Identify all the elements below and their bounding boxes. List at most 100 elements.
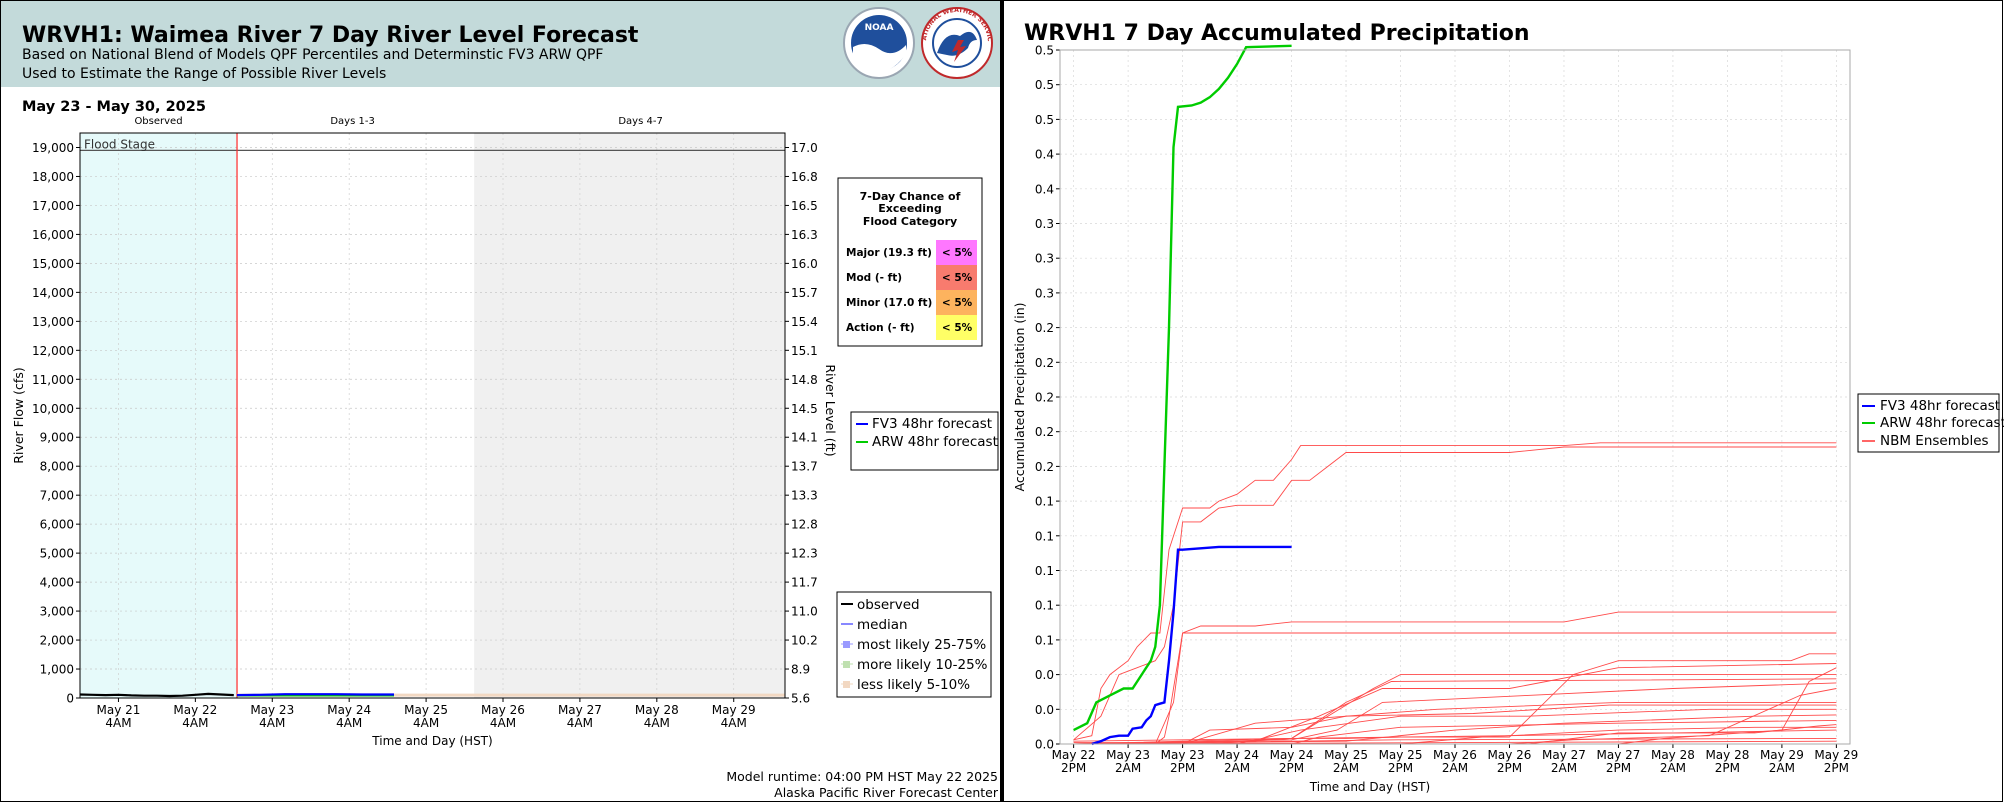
left-subtitle-2: Used to Estimate the Range of Possible R… — [22, 66, 386, 82]
y-right-tick-label: 14.5 — [791, 402, 818, 416]
y-right-axis-title: River Level (ft) — [823, 364, 838, 456]
legend-right-fv3-label: FV3 48hr forecast — [1880, 398, 2000, 414]
y-tick-label: 0.1 — [1035, 495, 1054, 509]
x-tick-label: 2PM — [1606, 761, 1631, 775]
observed-period-shading — [80, 133, 238, 698]
river-flow-chart: 0 1,000 2,000 3,000 4,000 5,000 6,000 7,000 8,00… — [11, 132, 838, 748]
y-tick-label: 17,000 — [32, 199, 74, 213]
y-tick-label: 0.0 — [1035, 738, 1054, 752]
flood-row-swatch — [936, 315, 977, 340]
y-tick-label: 7,000 — [40, 489, 74, 503]
y-tick-label: 18,000 — [32, 170, 74, 184]
y-right-tick-label: 16.5 — [791, 199, 818, 213]
series-arw-48hr-forecast — [1073, 44, 1292, 732]
flood-row-label: Major (19.3 ft) — [846, 247, 932, 259]
plot-frame — [1059, 49, 1851, 745]
flood-row-value: < 5% — [942, 322, 973, 334]
y-tick-label: 10,000 — [32, 402, 74, 416]
nbm-ensemble-line — [1073, 701, 1837, 745]
forecast-center: Alaska Pacific River Forecast Center — [774, 785, 999, 800]
x-tick-label: May 26 — [1433, 748, 1477, 762]
y-right-tick-label: 5.6 — [791, 692, 810, 706]
y-tick-label: 6,000 — [40, 518, 74, 532]
legend-more-likely-swatch — [843, 661, 850, 668]
y-tick-label: 0.1 — [1035, 633, 1054, 647]
x-tick-label: May 27 — [1596, 748, 1640, 762]
left-subtitle-1: Based on National Blend of Models QPF Pe… — [22, 47, 603, 63]
y-tick-label: 16,000 — [32, 228, 74, 242]
y-tick-label: 4,000 — [40, 576, 74, 590]
flood-row-label: Minor (17.0 ft) — [846, 297, 932, 309]
precipitation-chart: 0.0 0.0 0.0 0.1 0.1 0.1 0.1 0.1 0.2 0.2 0.2 0.2 0.2 0… — [1012, 44, 1858, 795]
x-tick-label: 2AM — [1660, 761, 1686, 775]
flood-table-title-3: Flood Category — [863, 215, 957, 228]
legend-fv3-label: FV3 48hr forecast — [872, 416, 992, 432]
y-tick-label: 13,000 — [32, 315, 74, 329]
y-tick-label: 0.2 — [1035, 460, 1054, 474]
x-tick-label: May 27 — [1542, 748, 1586, 762]
legend-arw-label: ARW 48hr forecast — [872, 434, 998, 450]
legend-less-likely-label: less likely 5-10% — [857, 677, 970, 693]
x-tick-label: 2AM — [1551, 761, 1577, 775]
x-tick-label: 4AM — [644, 716, 670, 730]
x-tick-label: May 23 — [1161, 748, 1205, 762]
y-tick-label: 1,000 — [40, 663, 74, 677]
legend-median-label: median — [857, 617, 908, 633]
y-right-tick-label: 17.0 — [791, 141, 818, 155]
left-probability-legend: observed median most likely 25-75% more … — [836, 591, 992, 698]
y-right-tick-label: 11.7 — [791, 576, 818, 590]
legend-right-arw-label: ARW 48hr forecast — [1880, 415, 2004, 431]
x-tick-label: May 25 — [1379, 748, 1423, 762]
x-tick-label: 4AM — [182, 716, 208, 730]
y-tick-label: 0.0 — [1035, 668, 1054, 682]
flood-table-title-1: 7-Day Chance of — [860, 190, 961, 203]
flood-table-title-2: Exceeding — [878, 202, 941, 215]
nbm-ensemble-line — [1073, 729, 1837, 745]
x-axis-title: Time and Day (HST) — [1309, 780, 1430, 794]
period-label-observed: Observed — [134, 116, 182, 127]
y-axis-title: River Flow (cfs) — [11, 367, 26, 463]
y-right-tick-label: 16.0 — [791, 257, 818, 271]
x-tick-label: May 26 — [1488, 748, 1532, 762]
flood-row-label: Action (- ft) — [846, 322, 915, 334]
right-legend: FV3 48hr forecast ARW 48hr forecast NBM … — [1857, 393, 2004, 453]
series-observed — [79, 692, 234, 698]
y-tick-label: 0.3 — [1035, 252, 1054, 266]
x-tick-label: May 23 — [1106, 748, 1150, 762]
y-tick-label: 9,000 — [40, 431, 74, 445]
x-tick-label: May 27 — [558, 703, 602, 717]
nbm-ensemble-line — [1073, 737, 1837, 744]
period-label-days-1-3: Days 1-3 — [330, 116, 374, 127]
flood-row-value: < 5% — [942, 272, 973, 284]
y-right-tick-label: 13.3 — [791, 489, 818, 503]
x-tick-label: May 28 — [1705, 748, 1749, 762]
y-tick-label: 11,000 — [32, 373, 74, 387]
y-right-tick-label: 10.2 — [791, 634, 818, 648]
legend-less-likely-swatch — [843, 681, 850, 688]
x-tick-label: 2AM — [1333, 761, 1359, 775]
flood-stage-label: Flood Stage — [84, 137, 155, 151]
y-tick-label: 3,000 — [40, 605, 74, 619]
y-right-tick-label: 14.1 — [791, 431, 818, 445]
y-tick-label: 0.2 — [1035, 321, 1054, 335]
x-tick-label: 4AM — [721, 716, 747, 730]
period-label-days-4-7: Days 4-7 — [618, 116, 662, 127]
header-band — [1, 1, 1000, 87]
y-right-tick-label: 16.3 — [791, 228, 818, 242]
y-tick-label: 2,000 — [40, 634, 74, 648]
x-tick-label: 2PM — [1279, 761, 1304, 775]
x-tick-label: May 24 — [1215, 748, 1259, 762]
x-tick-label: May 29 — [1760, 748, 1804, 762]
x-tick-label: 2AM — [1442, 761, 1468, 775]
legend-observed-label: observed — [857, 597, 920, 613]
y-right-tick-label: 15.1 — [791, 344, 818, 358]
y-axis-title: Accumulated Precipitation (in) — [1012, 303, 1027, 492]
y-tick-label: 0.2 — [1035, 425, 1054, 439]
x-tick-label: May 29 — [712, 703, 756, 717]
x-tick-label: May 24 — [327, 703, 371, 717]
x-tick-label: May 28 — [635, 703, 679, 717]
x-tick-label: May 24 — [1270, 748, 1314, 762]
x-tick-label: 4AM — [413, 716, 439, 730]
x-tick-label: 4AM — [259, 716, 285, 730]
